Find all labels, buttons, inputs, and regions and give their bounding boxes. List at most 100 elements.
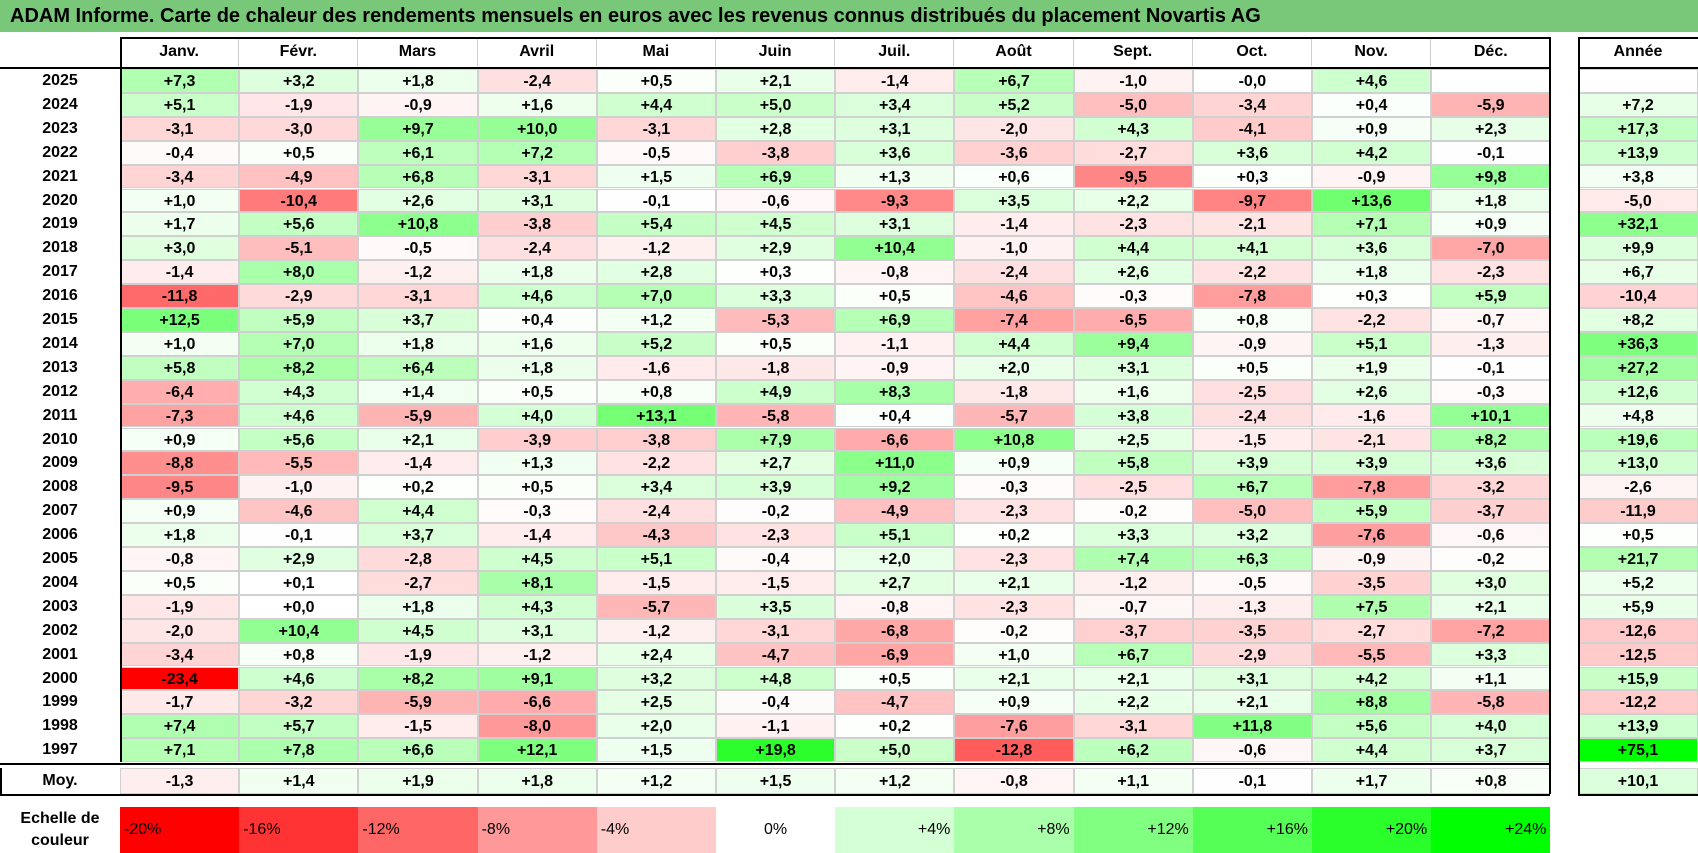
- heatmap-cell: +5,8: [120, 355, 240, 380]
- heatmap-cell: +5,0: [716, 92, 836, 117]
- column-header: Mars: [358, 38, 478, 66]
- column-header: Sept.: [1074, 38, 1193, 66]
- heatmap-cell: +1,5: [596, 738, 716, 763]
- heatmap-cell: +2,2: [1073, 188, 1193, 213]
- heatmap-cell: +0,8: [239, 642, 359, 667]
- heatmap-cell: +7,1: [120, 738, 240, 763]
- heatmap-cell: -0,8: [835, 260, 955, 285]
- heatmap-cell: +4,2: [1312, 140, 1432, 165]
- heatmap-cell: -0,9: [358, 92, 478, 117]
- heatmap-cell: -3,2: [239, 690, 359, 715]
- average-cell: +1,8: [477, 768, 597, 795]
- heatmap-cell: +3,1: [835, 212, 955, 237]
- color-scale-stop: +16%: [1192, 807, 1312, 853]
- heatmap-cell: +3,2: [239, 69, 359, 93]
- heatmap-cell: +0,5: [477, 475, 597, 500]
- heatmap-cell: -7,8: [1312, 475, 1432, 500]
- heatmap-cell: -2,7: [1073, 140, 1193, 165]
- heatmap-cell: +0,8: [1192, 308, 1312, 332]
- annual-top-border: [1578, 37, 1698, 39]
- heatmap-cell: +4,3: [1073, 116, 1193, 141]
- annual-cell: +17,3: [1578, 116, 1698, 141]
- heatmap-cell: -2,3: [954, 499, 1074, 524]
- row-year-label: 2016: [42, 287, 78, 305]
- heatmap-cell: -8,0: [477, 714, 597, 739]
- column-header: Août: [954, 38, 1074, 66]
- heatmap-cell: -0,6: [1192, 738, 1312, 763]
- heatmap-cell: -5,0: [1192, 499, 1312, 524]
- row-year-label: 2021: [42, 167, 78, 185]
- heatmap-cell: +19,8: [716, 738, 836, 763]
- heatmap-cell: +2,4: [596, 642, 716, 667]
- color-scale-stop: +12%: [1073, 807, 1193, 853]
- heatmap-cell: +2,1: [954, 570, 1074, 595]
- heatmap-cell: +5,2: [954, 92, 1074, 117]
- heatmap-cell: +0,4: [477, 308, 597, 332]
- heatmap-cell: +9,7: [358, 116, 478, 141]
- annual-cell: +13,0: [1578, 451, 1698, 476]
- heatmap-cell: +10,1: [1431, 403, 1551, 428]
- heatmap-cell: +0,9: [954, 451, 1074, 476]
- heatmap-cell: -7,4: [954, 308, 1074, 332]
- annual-cell: -11,9: [1578, 499, 1698, 524]
- heatmap-cell: -2,7: [1312, 618, 1432, 643]
- average-left-border: [0, 768, 2, 795]
- heatmap-cell: +2,1: [954, 666, 1074, 691]
- heatmap-cell: +2,0: [835, 547, 955, 571]
- heatmap-cell: -23,4: [120, 666, 240, 691]
- color-scale-stop: -8%: [477, 807, 597, 853]
- heatmap-cell: +3,8: [1073, 403, 1193, 428]
- heatmap-cell: +0,5: [239, 140, 359, 165]
- heatmap-cell: +11,0: [835, 451, 955, 476]
- annual-cell: +4,8: [1578, 403, 1698, 428]
- heatmap-cell: -7,3: [120, 403, 240, 428]
- heatmap-cell: -2,4: [1192, 403, 1312, 428]
- heatmap-cell: +4,0: [477, 403, 597, 428]
- heatmap-cell: -6,6: [835, 427, 955, 452]
- heatmap-cell: +5,9: [1312, 499, 1432, 524]
- heatmap-cell: +3,2: [1192, 523, 1312, 547]
- annual-cell: +32,1: [1578, 212, 1698, 237]
- heatmap-cell: +1,4: [358, 379, 478, 404]
- annual-cell: -10,4: [1578, 284, 1698, 308]
- heatmap-cell: -6,5: [1073, 308, 1193, 332]
- row-year-label: 2006: [42, 526, 78, 544]
- heatmap-cell: +5,6: [239, 212, 359, 237]
- heatmap-cell: -5,7: [954, 403, 1074, 428]
- heatmap-cell: -1,6: [596, 355, 716, 380]
- heatmap-cell: -0,4: [716, 690, 836, 715]
- heatmap-cell: +7,8: [239, 738, 359, 763]
- heatmap-cell: -4,3: [596, 523, 716, 547]
- heatmap-cell: -1,4: [477, 523, 597, 547]
- heatmap-cell: +1,8: [358, 331, 478, 356]
- heatmap-cell: -3,5: [1312, 570, 1432, 595]
- heatmap-cell: +2,1: [1073, 666, 1193, 691]
- annual-cell: +19,6: [1578, 427, 1698, 452]
- heatmap-cell: +0,8: [596, 379, 716, 404]
- heatmap-cell: -1,3: [1192, 594, 1312, 619]
- annual-bottom-border: [1578, 794, 1698, 797]
- average-row-label: Moy.: [42, 772, 78, 790]
- heatmap-cell: +3,7: [1431, 738, 1551, 763]
- row-year-label: 1999: [42, 693, 78, 711]
- heatmap-cell: -2,9: [1192, 642, 1312, 667]
- annual-cell: +36,3: [1578, 331, 1698, 356]
- annual-cell: +3,8: [1578, 164, 1698, 189]
- heatmap-cell: -8,8: [120, 451, 240, 476]
- heatmap-cell: -0,4: [120, 140, 240, 165]
- heatmap-cell: -2,0: [954, 116, 1074, 141]
- heatmap-cell: +5,9: [239, 308, 359, 332]
- color-scale-stop: +24%: [1431, 807, 1551, 853]
- heatmap-cell: +1,3: [835, 164, 955, 189]
- annual-cell: +0,5: [1578, 523, 1698, 547]
- heatmap-cell: +2,1: [358, 427, 478, 452]
- column-header: Déc.: [1473, 43, 1508, 60]
- heatmap-cell: +9,8: [1431, 164, 1551, 189]
- heatmap-cell: +7,0: [596, 284, 716, 308]
- heatmap-cell: +4,8: [716, 666, 836, 691]
- heatmap-cell: +4,4: [358, 499, 478, 524]
- heatmap-cell: -0,3: [954, 475, 1074, 500]
- annual-cell: -12,5: [1578, 642, 1698, 667]
- heatmap-cell: +0,5: [1192, 355, 1312, 380]
- heatmap-cell: +3,3: [1073, 523, 1193, 547]
